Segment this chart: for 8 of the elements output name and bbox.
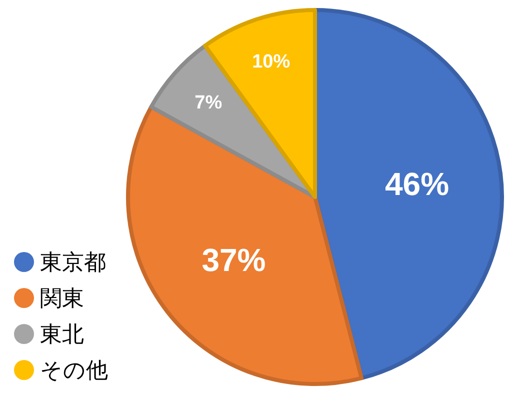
data-label: 10%	[252, 51, 290, 72]
legend-label: 東京都	[40, 250, 106, 274]
legend-label: 関東	[40, 286, 84, 310]
legend-label: 東北	[40, 322, 84, 346]
data-label: 46%	[385, 166, 450, 202]
data-label: 7%	[194, 92, 222, 114]
data-label: 37%	[202, 242, 266, 278]
legend-label: その他	[40, 358, 108, 382]
